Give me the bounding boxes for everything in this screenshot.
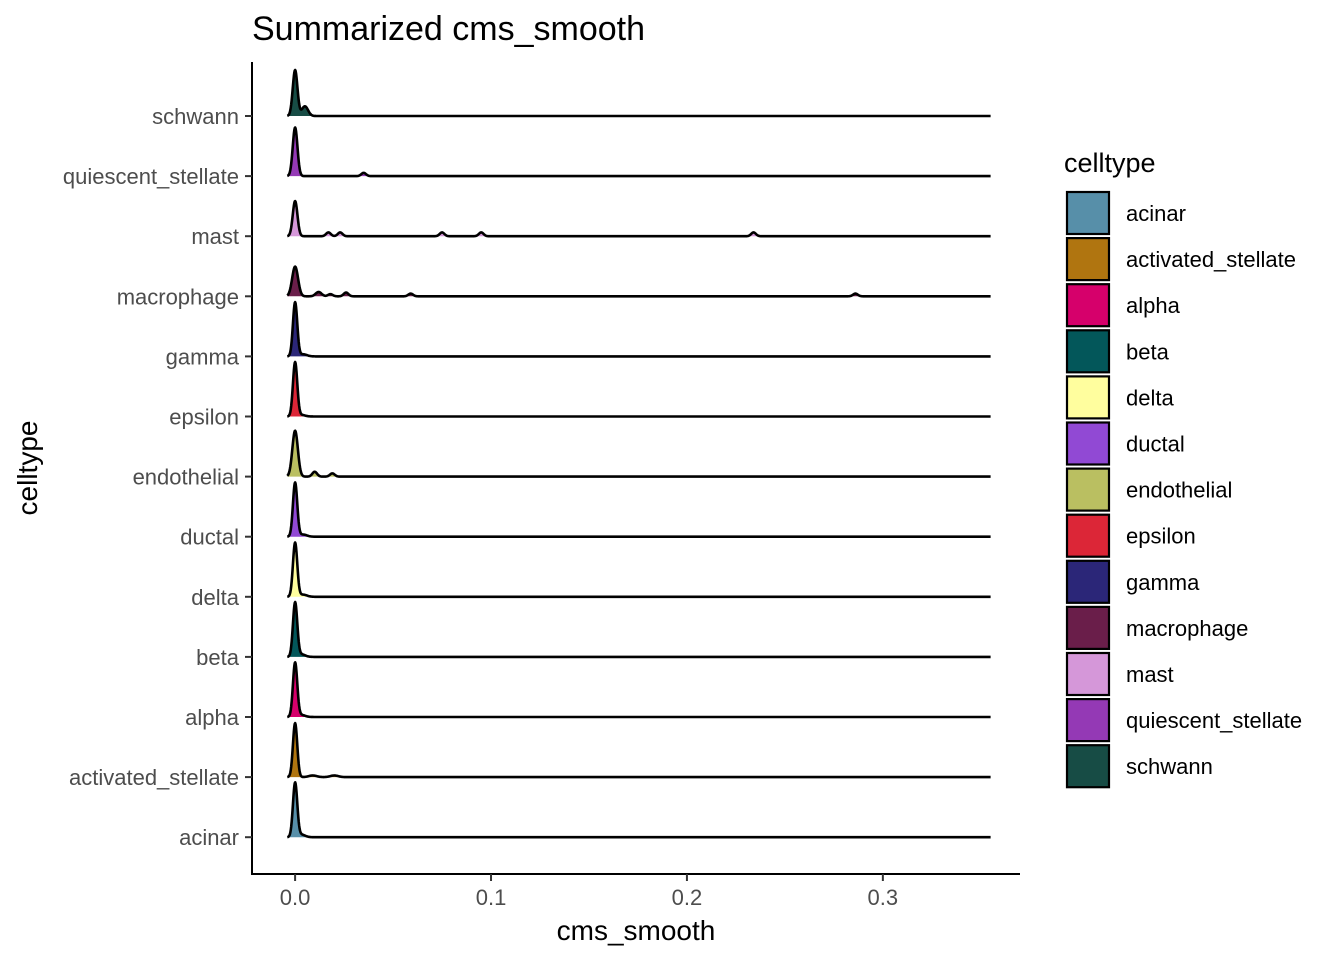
ridge-line-gamma [286, 300, 992, 358]
ridge-fill-macrophage [287, 266, 991, 297]
y-tick-label: beta [196, 645, 240, 670]
ridge-fill-gamma [287, 302, 991, 357]
ridge-line-beta [286, 600, 992, 659]
legend-swatch-mast [1065, 651, 1111, 697]
legend-swatch-macrophage [1065, 605, 1111, 651]
legend-label: ductal [1126, 432, 1185, 457]
ridge-fill-alpha [287, 662, 991, 717]
legend-label: epsilon [1126, 524, 1196, 549]
ridge-fill-schwann [287, 70, 991, 116]
x-tick-label: 0.1 [476, 885, 507, 910]
ridge-line-endothelial [286, 429, 992, 478]
legend-swatch-endothelial [1065, 467, 1111, 512]
legend-title: celltype [1064, 148, 1156, 178]
ridge-line-epsilon [286, 360, 992, 418]
ridge-fill-beta [287, 602, 991, 657]
y-tick-label: delta [191, 585, 239, 610]
legend-swatch-beta [1065, 329, 1111, 374]
legend-label: quiescent_stellate [1126, 708, 1302, 733]
ridge-fill-endothelial [287, 430, 991, 477]
x-tick-label: 0.3 [868, 885, 899, 910]
ridge-fill-acinar [287, 782, 991, 838]
ridge-line-alpha [286, 661, 992, 719]
y-tick-label: alpha [185, 705, 240, 730]
chart-title: Summarized cms_smooth [252, 10, 645, 48]
y-axis-title: celltype [12, 421, 43, 516]
y-tick-label: endothelial [133, 465, 239, 490]
ridge-fill-quiescent_stellate [287, 127, 991, 177]
x-axis-title: cms_smooth [557, 915, 716, 946]
x-tick-label: 0.0 [280, 885, 311, 910]
ridge-fill-activated_stellate [287, 723, 991, 778]
legend-label: macrophage [1126, 616, 1248, 641]
x-ticks-group: 0.0 0.1 0.2 0.3 [280, 874, 898, 910]
ridge-line-quiescent_stellate [286, 126, 992, 178]
legend-swatch-gamma [1065, 559, 1111, 604]
ridge-line-activated_stellate [286, 721, 992, 779]
ridge-fill-delta [287, 542, 991, 597]
y-tick-label: macrophage [117, 284, 239, 309]
legend-swatch-quiescent_stellate [1065, 697, 1111, 743]
ridge-line-delta [286, 541, 992, 599]
ridges-group [286, 68, 992, 839]
ridge-line-ductal [286, 481, 992, 538]
ridge-line-schwann [286, 68, 992, 118]
legend-swatch-activated_stellate [1065, 237, 1111, 282]
ridge-fill-mast [287, 201, 991, 237]
legend-swatch-delta [1065, 375, 1111, 420]
y-tick-label: epsilon [169, 405, 239, 430]
y-tick-label: schwann [152, 104, 239, 129]
legend-swatch-ductal [1065, 421, 1111, 466]
y-tick-label: activated_stellate [69, 765, 239, 790]
legend-swatch-alpha [1065, 283, 1111, 328]
y-tick-label: ductal [180, 525, 239, 550]
legend-label: acinar [1126, 201, 1186, 226]
ridge-line-macrophage [286, 265, 992, 298]
legend-label: alpha [1126, 293, 1181, 318]
ridge-line-acinar [286, 781, 992, 839]
x-tick-label: 0.2 [672, 885, 703, 910]
ridge-fill-epsilon [287, 361, 991, 417]
y-tick-label: mast [191, 224, 239, 249]
y-tick-label: gamma [166, 344, 240, 369]
legend-label: mast [1126, 662, 1174, 687]
y-tick-label: quiescent_stellate [63, 164, 239, 189]
legend-swatch-epsilon [1065, 513, 1111, 558]
y-tick-label: acinar [179, 825, 239, 850]
legend-label: gamma [1126, 570, 1200, 595]
ridge-line-mast [286, 199, 992, 238]
ridge-fill-ductal [287, 482, 991, 537]
legend-label: schwann [1126, 754, 1213, 779]
legend-label: activated_stellate [1126, 247, 1296, 272]
legend-swatch-acinar [1065, 190, 1111, 236]
legend-label: beta [1126, 339, 1170, 364]
legend-swatch-schwann [1065, 744, 1111, 789]
legend-label: delta [1126, 385, 1174, 410]
legend-label: endothelial [1126, 478, 1232, 503]
